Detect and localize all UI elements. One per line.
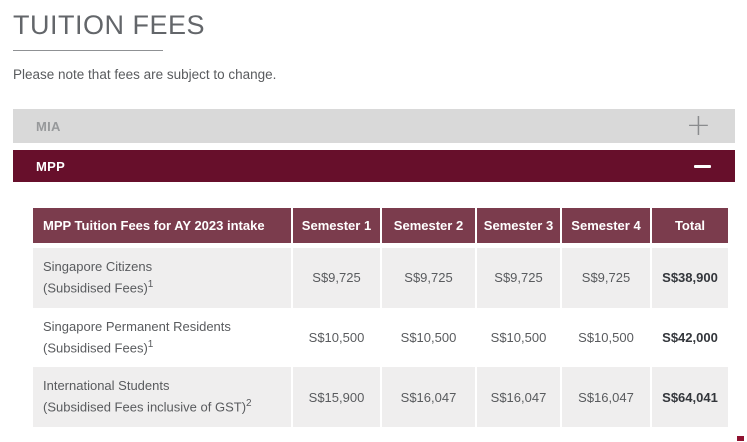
table-row: Singapore Permanent Residents (Subsidised… bbox=[33, 307, 728, 368]
scroll-corner-artifact bbox=[737, 436, 744, 441]
fee-category-line1: Singapore Permanent Residents bbox=[43, 318, 231, 334]
page-title: TUITION FEES bbox=[13, 10, 206, 40]
semester-fee-cell: S$16,047 bbox=[380, 367, 475, 427]
footnote-marker: 2 bbox=[246, 398, 252, 410]
fee-category-line2: (Subsidised Fees) bbox=[43, 340, 148, 356]
fees-accordion: MIA + MPP bbox=[13, 109, 735, 182]
mpp-fees-table: MPP Tuition Fees for AY 2023 intake Semes… bbox=[33, 208, 728, 442]
semester-fee-cell: S$10,500 bbox=[380, 307, 475, 368]
fees-change-note: Please note that fees are subject to cha… bbox=[13, 67, 277, 82]
header-cell-intake: MPP Tuition Fees for AY 2023 intake bbox=[33, 208, 291, 248]
fee-category-line2: (Subsidised Fees inclusive of GST) bbox=[43, 399, 247, 415]
semester-fee-cell: S$9,725 bbox=[291, 248, 380, 308]
semester-fee-cell: S$10,500 bbox=[475, 307, 560, 368]
total-fee-cell: S$89,765 bbox=[650, 426, 728, 442]
table-header-row: MPP Tuition Fees for AY 2023 intake Semes… bbox=[33, 208, 728, 248]
footnote-marker: 1 bbox=[147, 338, 154, 350]
semester-fee-cell: S$22,493 bbox=[560, 426, 650, 442]
total-fee-cell: S$42,000 bbox=[650, 307, 728, 368]
semester-fee-cell: S$22,286 bbox=[291, 426, 380, 442]
semester-fee-cell: S$22,493 bbox=[475, 426, 560, 442]
semester-fee-cell: S$22,493 bbox=[380, 426, 475, 442]
header-cell: Semester 3 bbox=[475, 208, 560, 248]
fee-category-line2: (Subsidised Fees) bbox=[43, 280, 148, 296]
header-cell: Semester 2 bbox=[380, 208, 475, 248]
header-cell: Total bbox=[650, 208, 728, 248]
minus-icon[interactable] bbox=[694, 164, 711, 168]
accordion-mpp-label: MPP bbox=[36, 158, 66, 174]
header-cell: Semester 4 bbox=[560, 208, 650, 248]
table-row: Singapore Citizens (Subsidised Fees)1 S$9,… bbox=[33, 248, 728, 308]
semester-fee-cell: S$9,725 bbox=[560, 248, 650, 308]
semester-fee-cell: S$16,047 bbox=[475, 367, 560, 427]
accordion-mia[interactable]: MIA + bbox=[13, 109, 735, 143]
semester-fee-cell: S$15,900 bbox=[291, 367, 380, 427]
semester-fee-cell: S$10,500 bbox=[560, 307, 650, 368]
table-row: International Students (Subsidised Fees i… bbox=[33, 367, 728, 427]
fee-category-line1: Singapore Citizens bbox=[43, 259, 153, 274]
mpp-fees-table-wrap: MPP Tuition Fees for AY 2023 intake Semes… bbox=[33, 208, 728, 442]
fee-category-cell: International Students (Subsidised Fees i… bbox=[33, 367, 291, 427]
semester-fee-cell: S$9,725 bbox=[380, 248, 475, 308]
fee-category-cell: Singapore Permanent Residents (Subsidised… bbox=[33, 307, 291, 368]
table-body: Singapore Citizens (Subsidised Fees)1 S$9,… bbox=[33, 248, 728, 442]
title-underline bbox=[13, 50, 163, 51]
table-row: Non-Subsidised Fees * (inclusive of GST)… bbox=[33, 426, 728, 442]
fee-category-cell: Non-Subsidised Fees * (inclusive of GST) bbox=[33, 426, 291, 442]
semester-fee-cell: S$16,047 bbox=[560, 367, 650, 427]
fee-category-cell: Singapore Citizens (Subsidised Fees)1 bbox=[33, 248, 291, 308]
header-cell: Semester 1 bbox=[291, 208, 380, 248]
footnote-marker: 1 bbox=[147, 279, 154, 291]
plus-icon[interactable]: + bbox=[685, 108, 711, 143]
total-fee-cell: S$64,041 bbox=[650, 367, 728, 427]
total-fee-cell: S$38,900 bbox=[650, 248, 728, 308]
semester-fee-cell: S$10,500 bbox=[291, 307, 380, 368]
accordion-mpp[interactable]: MPP bbox=[13, 150, 735, 182]
fee-category-line1: International Students bbox=[43, 378, 170, 394]
semester-fee-cell: S$9,725 bbox=[475, 248, 560, 308]
accordion-mia-label: MIA bbox=[36, 118, 61, 134]
